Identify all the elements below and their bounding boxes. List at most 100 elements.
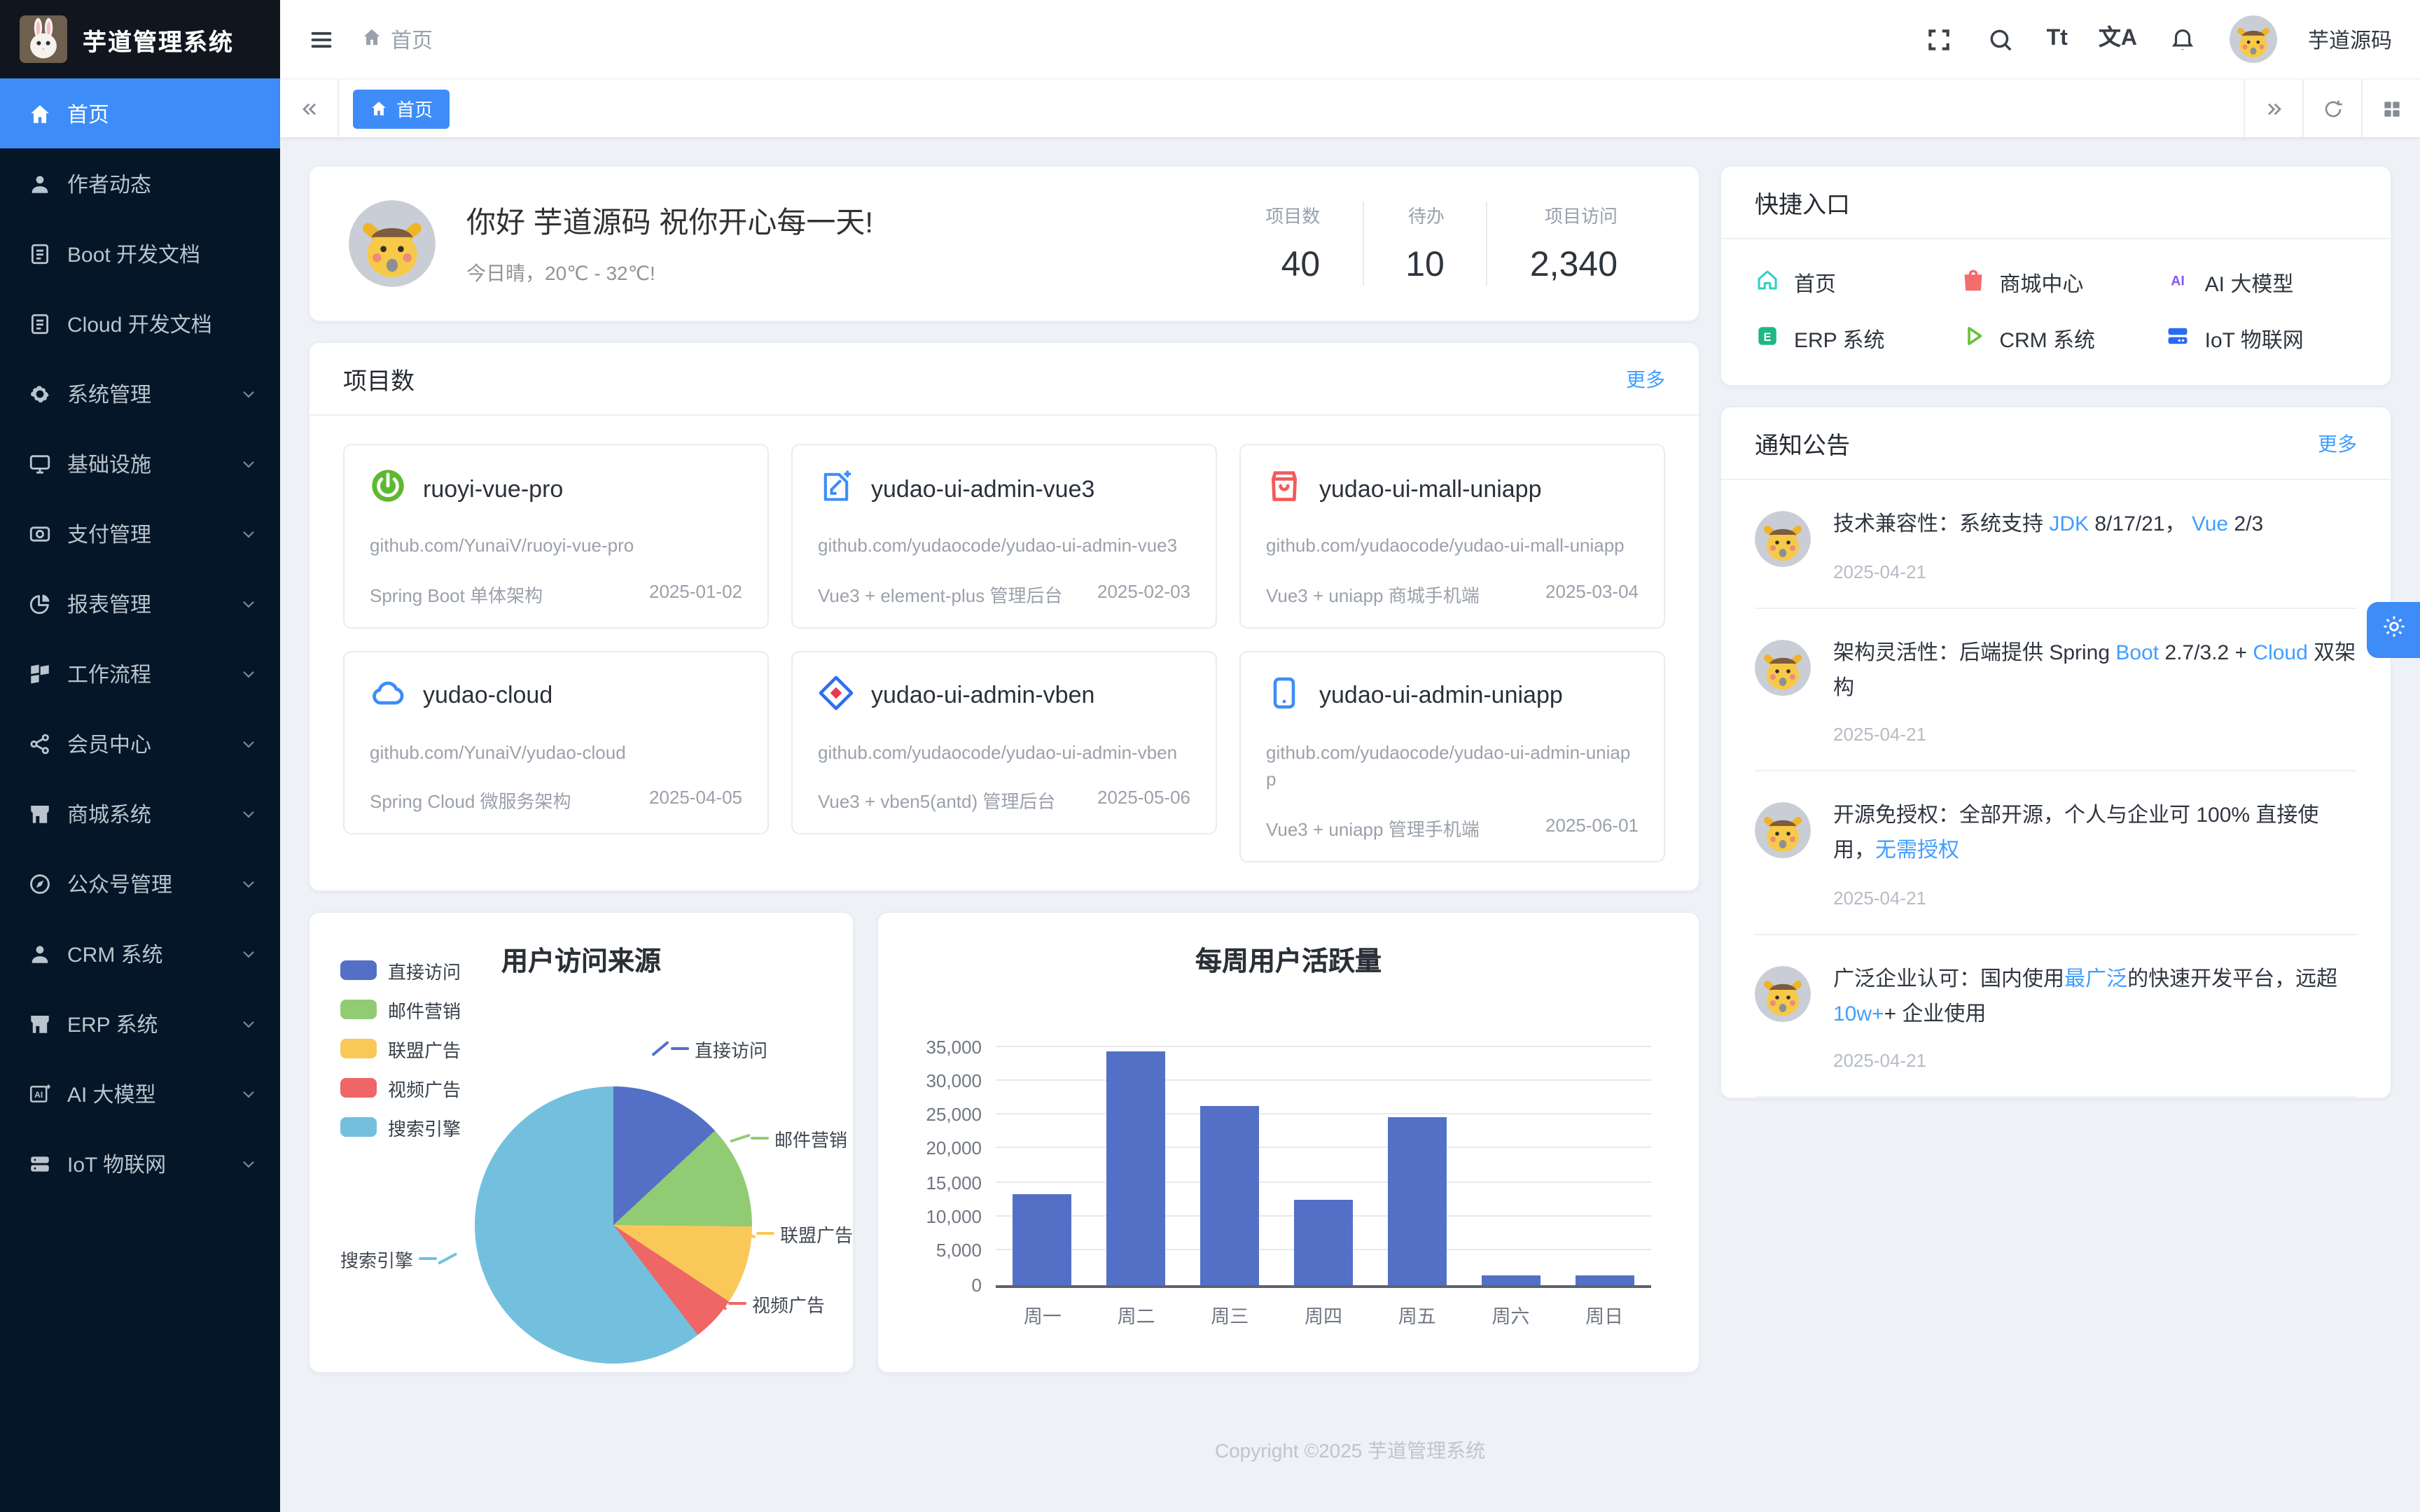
- sidebar-item-15[interactable]: IoT 物联网: [0, 1128, 280, 1198]
- fullscreen-icon[interactable]: [1924, 24, 1954, 55]
- notice-avatar: [1755, 639, 1811, 696]
- shortcut-AI 大模型[interactable]: AI AI 大模型: [2166, 267, 2357, 298]
- username[interactable]: 芋道源码: [2307, 29, 2392, 52]
- sidebar-item-1[interactable]: 作者动态: [0, 148, 280, 218]
- project-card-yudao-ui-mall-uniapp[interactable]: yudao-ui-mall-uniapp github.com/yudaocode…: [1239, 444, 1665, 628]
- sidebar-item-8[interactable]: 工作流程: [0, 638, 280, 708]
- user-avatar[interactable]: [2229, 15, 2277, 63]
- project-card-ruoyi-vue-pro[interactable]: ruoyi-vue-pro github.com/YunaiV/ruoyi-vue…: [343, 444, 769, 628]
- sidebar-item-label: IoT 物联网: [67, 1153, 167, 1177]
- notice-item-1[interactable]: 架构灵活性：后端提供 Spring Boot 2.7/3.2 + Cloud 双…: [1755, 609, 2357, 772]
- notices-more-link[interactable]: 更多: [2318, 432, 2357, 454]
- notice-link[interactable]: Cloud: [2253, 640, 2308, 665]
- x-tick-label: 周日: [1585, 1306, 1624, 1326]
- notice-title: 架构灵活性：后端提供 Spring Boot 2.7/3.2 + Cloud 双…: [1833, 640, 2356, 700]
- sidebar-item-7[interactable]: 报表管理: [0, 568, 280, 638]
- pie-label-视频广告: 视频广告: [707, 1290, 830, 1317]
- sidebar-item-14[interactable]: AI AI 大模型: [0, 1058, 280, 1128]
- user-icon: [28, 172, 52, 195]
- notice-avatar: [1755, 802, 1811, 859]
- sidebar-item-13[interactable]: ERP 系统: [0, 988, 280, 1058]
- refresh-icon[interactable]: [2302, 80, 2361, 137]
- notice-item-0[interactable]: 技术兼容性：系统支持 JDK 8/17/21， Vue 2/3 2025-04-2…: [1755, 480, 2357, 609]
- notice-link[interactable]: 无需授权: [1875, 839, 1960, 862]
- spring-icon: [370, 468, 406, 511]
- notice-item-2[interactable]: 开源免授权：全部开源，个人与企业可 100% 直接使用，无需授权 2025-04-…: [1755, 772, 2357, 935]
- bell-icon[interactable]: [2168, 24, 2199, 55]
- sidebar-item-10[interactable]: 商城系统: [0, 778, 280, 848]
- search-icon[interactable]: [1985, 24, 2016, 55]
- legend-swatch: [340, 960, 377, 980]
- projects-more-link[interactable]: 更多: [1626, 368, 1665, 390]
- bar-chart: 0 5,000 10,000 15,000 20,000 25,000 30,000 35,0…: [926, 1036, 1651, 1326]
- sidebar-item-label: CRM 系统: [67, 943, 163, 967]
- welcome-avatar: [349, 200, 436, 287]
- legend-item-搜索引擎[interactable]: 搜索引擎: [340, 1114, 461, 1140]
- project-card-yudao-ui-admin-uniapp[interactable]: yudao-ui-admin-uniapp github.com/yudaocod…: [1239, 650, 1665, 862]
- sidebar-item-11[interactable]: 公众号管理: [0, 848, 280, 918]
- project-card-yudao-cloud[interactable]: yudao-cloud github.com/YunaiV/yudao-cloud…: [343, 650, 769, 834]
- shortcut-首页[interactable]: 首页: [1755, 267, 1946, 298]
- sidebar-item-9[interactable]: 会员中心: [0, 708, 280, 778]
- bar-周六: [1481, 1275, 1541, 1284]
- bar-chart-title: 每周用户活跃量: [1195, 947, 1382, 976]
- legend-label: 直接访问: [388, 961, 461, 982]
- legend-item-联盟广告[interactable]: 联盟广告: [340, 1035, 461, 1062]
- notice-date: 2025-04-21: [1833, 887, 1926, 909]
- shortcut-商城中心[interactable]: 商城中心: [1960, 267, 2151, 298]
- legend-item-邮件营销[interactable]: 邮件营销: [340, 996, 461, 1023]
- y-tick-label: 35,000: [926, 1036, 982, 1057]
- pie-label-邮件营销: 邮件营销: [730, 1125, 853, 1152]
- notice-link[interactable]: 10w+: [1833, 1002, 1884, 1026]
- sidebar-item-2[interactable]: Boot 开发文档: [0, 218, 280, 288]
- breadcrumb[interactable]: 首页: [361, 24, 433, 54]
- tabs-scroll-left-icon[interactable]: [280, 80, 339, 137]
- notice-link[interactable]: JDK: [2049, 512, 2089, 536]
- notice-date: 2025-04-21: [1833, 561, 1926, 582]
- sidebar-item-3[interactable]: Cloud 开发文档: [0, 288, 280, 358]
- notice-link[interactable]: 最广泛: [2064, 967, 2128, 991]
- sc-ai-icon: AI: [2166, 267, 2191, 298]
- tab-home[interactable]: 首页: [353, 89, 450, 128]
- legend-swatch: [340, 1078, 377, 1098]
- sidebar-item-5[interactable]: 基础设施: [0, 428, 280, 498]
- tabs-menu-grid-icon[interactable]: [2361, 80, 2420, 137]
- notice-avatar: [1755, 965, 1811, 1022]
- notice-link[interactable]: Vue: [2191, 512, 2229, 536]
- project-card-yudao-ui-admin-vben[interactable]: yudao-ui-admin-vben github.com/yudaocode/…: [791, 650, 1217, 834]
- y-tick-label: 15,000: [926, 1172, 982, 1194]
- tabs-strip: 首页: [339, 80, 2244, 137]
- notice-item-3[interactable]: 广泛企业认可：国内使用最广泛的快速开发平台，远超 10w++ 企业使用 2025-…: [1755, 935, 2357, 1098]
- project-desc: Vue3 + vben5(antd) 管理后台: [818, 791, 1056, 812]
- shortcut-label: 商城中心: [1999, 272, 2084, 296]
- shortcut-ERP 系统[interactable]: E ERP 系统: [1755, 323, 1946, 354]
- legend-item-视频广告[interactable]: 视频广告: [340, 1074, 461, 1101]
- vben-icon: [818, 674, 854, 718]
- shortcut-CRM 系统[interactable]: CRM 系统: [1960, 323, 2151, 354]
- legend-item-直接访问[interactable]: 直接访问: [340, 957, 461, 983]
- sidebar-menu: 首页 作者动态 Boot 开发文档 Cloud 开发文档 系统管理基础设施支付管理 报表管…: [0, 78, 280, 1512]
- sidebar-logo[interactable]: 芋道管理系统: [0, 0, 280, 78]
- language-icon[interactable]: 文A: [2098, 27, 2137, 50]
- sidebar-item-12[interactable]: CRM 系统: [0, 918, 280, 988]
- font-size-icon[interactable]: Tt: [2046, 27, 2068, 50]
- stat-projects: 项目数 40: [1265, 206, 1321, 284]
- sidebar-item-6[interactable]: 支付管理: [0, 498, 280, 568]
- tabs-scroll-right-icon[interactable]: [2244, 80, 2302, 137]
- legend-swatch: [340, 1117, 377, 1137]
- notice-title: 广泛企业认可：国内使用最广泛的快速开发平台，远超 10w++ 企业使用: [1833, 967, 2338, 1026]
- hamburger-icon[interactable]: [305, 24, 336, 55]
- settings-fab-button[interactable]: [2367, 602, 2420, 658]
- ai-icon: AI: [28, 1082, 52, 1105]
- sidebar-item-4[interactable]: 系统管理: [0, 358, 280, 428]
- x-tick-label: 周五: [1398, 1306, 1436, 1326]
- sidebar-item-label: 基础设施: [67, 453, 152, 477]
- mall-icon: [1266, 468, 1302, 511]
- sidebar-item-0[interactable]: 首页: [0, 78, 280, 148]
- svg-text:E: E: [1763, 331, 1771, 344]
- legend-swatch: [340, 1039, 377, 1058]
- project-card-yudao-ui-admin-vue3[interactable]: yudao-ui-admin-vue3 github.com/yudaocode/…: [791, 444, 1217, 628]
- shortcut-label: AI 大模型: [2204, 272, 2294, 296]
- shortcut-IoT 物联网[interactable]: IoT 物联网: [2166, 323, 2357, 354]
- notice-link[interactable]: Boot: [2115, 640, 2160, 665]
